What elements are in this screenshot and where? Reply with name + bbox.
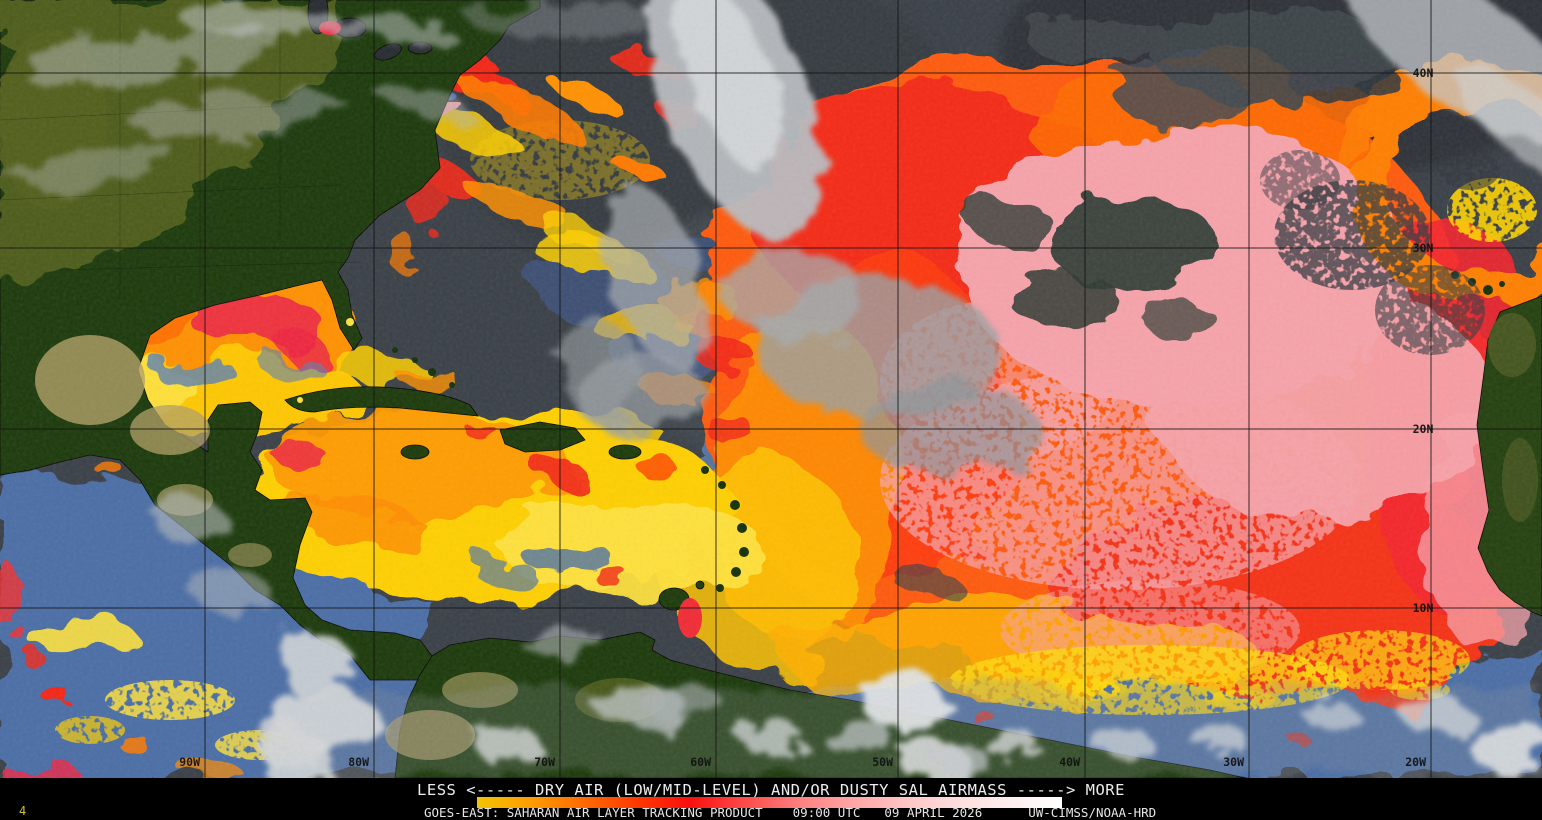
longitude-label: 30W xyxy=(1223,755,1244,769)
satellite-map: 40N 30N 20N 10N 90W 80W 70W 60W 50W 40W 30W 20W xyxy=(0,0,1542,778)
longitude-label: 50W xyxy=(872,755,893,769)
latitude-label: 40N xyxy=(1413,66,1434,80)
timestamp-utc: 09:00 UTC xyxy=(792,805,861,820)
latitude-label: 20N xyxy=(1413,422,1434,436)
date-label: 09 APRIL 2026 xyxy=(884,805,983,820)
noise-texture-overlay xyxy=(0,0,1542,778)
longitude-label: 90W xyxy=(179,755,200,769)
grid-layer: 40N 30N 20N 10N 90W 80W 70W 60W 50W 40W 30W 20W xyxy=(0,0,1542,778)
longitude-label: 20W xyxy=(1405,755,1426,769)
satellite-composite: 40N 30N 20N 10N 90W 80W 70W 60W 50W 40W 30W 20W xyxy=(0,0,1542,778)
status-line: GOES-EAST: SAHARAN AIR LAYER TRACKING PR… xyxy=(424,805,1156,820)
corner-mark: 4 xyxy=(19,804,27,818)
longitude-label: 80W xyxy=(348,755,369,769)
product-title: GOES-EAST: SAHARAN AIR LAYER TRACKING PR… xyxy=(424,805,763,820)
longitude-label: 60W xyxy=(690,755,711,769)
longitude-label: 70W xyxy=(534,755,555,769)
attribution-label: UW-CIMSS/NOAA-HRD xyxy=(1028,805,1157,820)
sal-color-scale xyxy=(477,797,1062,808)
legend-caption: LESS <----- DRY AIR (LOW/MID-LEVEL) AND/… xyxy=(417,781,1125,799)
latitude-label: 10N xyxy=(1413,601,1434,615)
latitude-label: 30N xyxy=(1413,241,1434,255)
longitude-label: 40W xyxy=(1059,755,1080,769)
product-info-bar: LESS <----- DRY AIR (LOW/MID-LEVEL) AND/… xyxy=(0,778,1542,820)
